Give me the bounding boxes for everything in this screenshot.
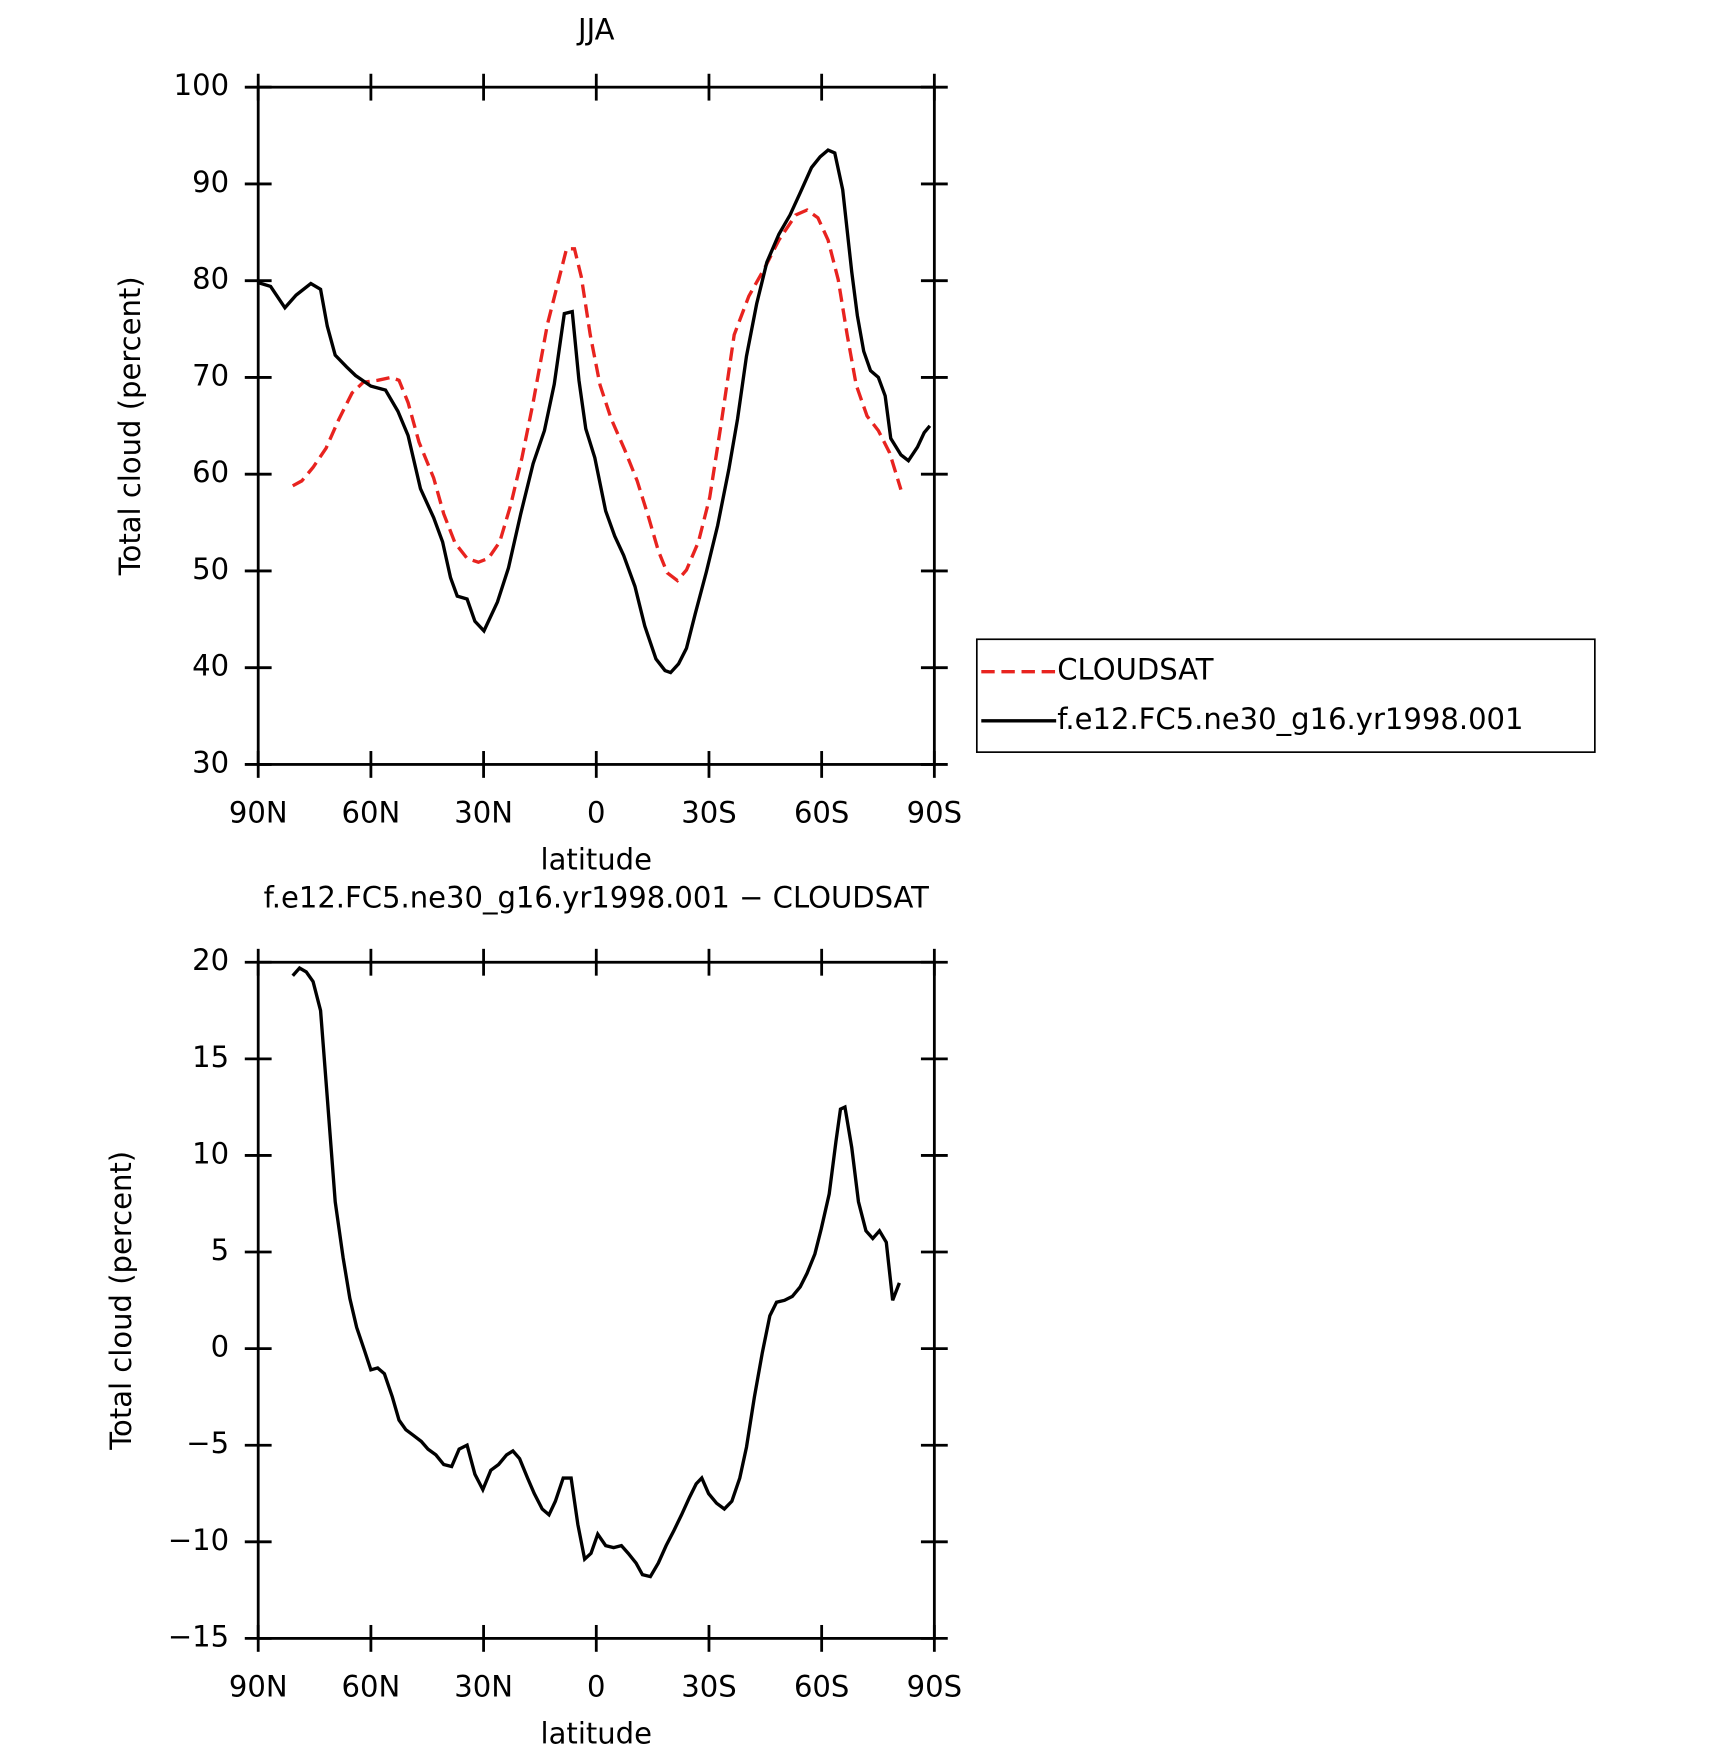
chart-title: JJA xyxy=(576,12,615,46)
y-tick-label: 15 xyxy=(192,1040,229,1074)
x-tick-label: 90S xyxy=(907,1670,962,1704)
x-tick-label: 30N xyxy=(454,1670,513,1704)
x-tick-label: 0 xyxy=(587,1670,605,1704)
x-tick-label: 90N xyxy=(229,796,288,830)
y-tick-label: 70 xyxy=(192,358,229,392)
legend-label: f.e12.FC5.ne30_g16.yr1998.001 xyxy=(1057,702,1523,736)
y-axis-label: Total cloud (percent) xyxy=(104,1151,138,1451)
y-tick-label: −5 xyxy=(186,1426,229,1460)
y-tick-label: 80 xyxy=(192,262,229,296)
plot-frame xyxy=(256,960,936,1640)
y-tick-label: −15 xyxy=(168,1619,229,1653)
data-line xyxy=(291,208,903,583)
legend-label: CLOUDSAT xyxy=(1057,653,1214,687)
y-tick-label: 100 xyxy=(174,68,229,102)
y-tick-label: 40 xyxy=(192,649,229,683)
y-tick-label: 20 xyxy=(192,943,229,977)
x-tick-label: 60S xyxy=(794,796,849,830)
y-tick-label: 30 xyxy=(192,745,229,779)
x-axis-label: latitude xyxy=(541,1717,652,1751)
x-tick-label: 90S xyxy=(907,796,962,830)
x-tick-label: 0 xyxy=(587,796,605,830)
x-tick-label: 30N xyxy=(454,796,513,830)
y-tick-label: 90 xyxy=(192,165,229,199)
x-tick-label: 60N xyxy=(342,1670,401,1704)
legend-box xyxy=(975,638,1596,753)
y-axis-label: Total cloud (percent) xyxy=(113,276,147,576)
y-tick-label: 10 xyxy=(192,1136,229,1170)
y-tick-label: 5 xyxy=(211,1233,229,1267)
plot-frame xyxy=(256,85,936,766)
y-tick-label: 60 xyxy=(192,455,229,489)
x-tick-label: 30S xyxy=(681,1670,736,1704)
x-tick-label: 60N xyxy=(342,796,401,830)
x-tick-label: 90N xyxy=(229,1670,288,1704)
x-tick-label: 30S xyxy=(681,796,736,830)
x-axis-label: latitude xyxy=(541,843,652,877)
data-line xyxy=(291,965,901,1579)
x-tick-label: 60S xyxy=(794,1670,849,1704)
y-tick-label: −10 xyxy=(168,1523,229,1557)
y-tick-label: 0 xyxy=(211,1330,229,1364)
data-line xyxy=(257,148,932,675)
y-tick-label: 50 xyxy=(192,552,229,586)
chart-title: f.e12.FC5.ne30_g16.yr1998.001 − CLOUDSAT xyxy=(264,881,930,915)
